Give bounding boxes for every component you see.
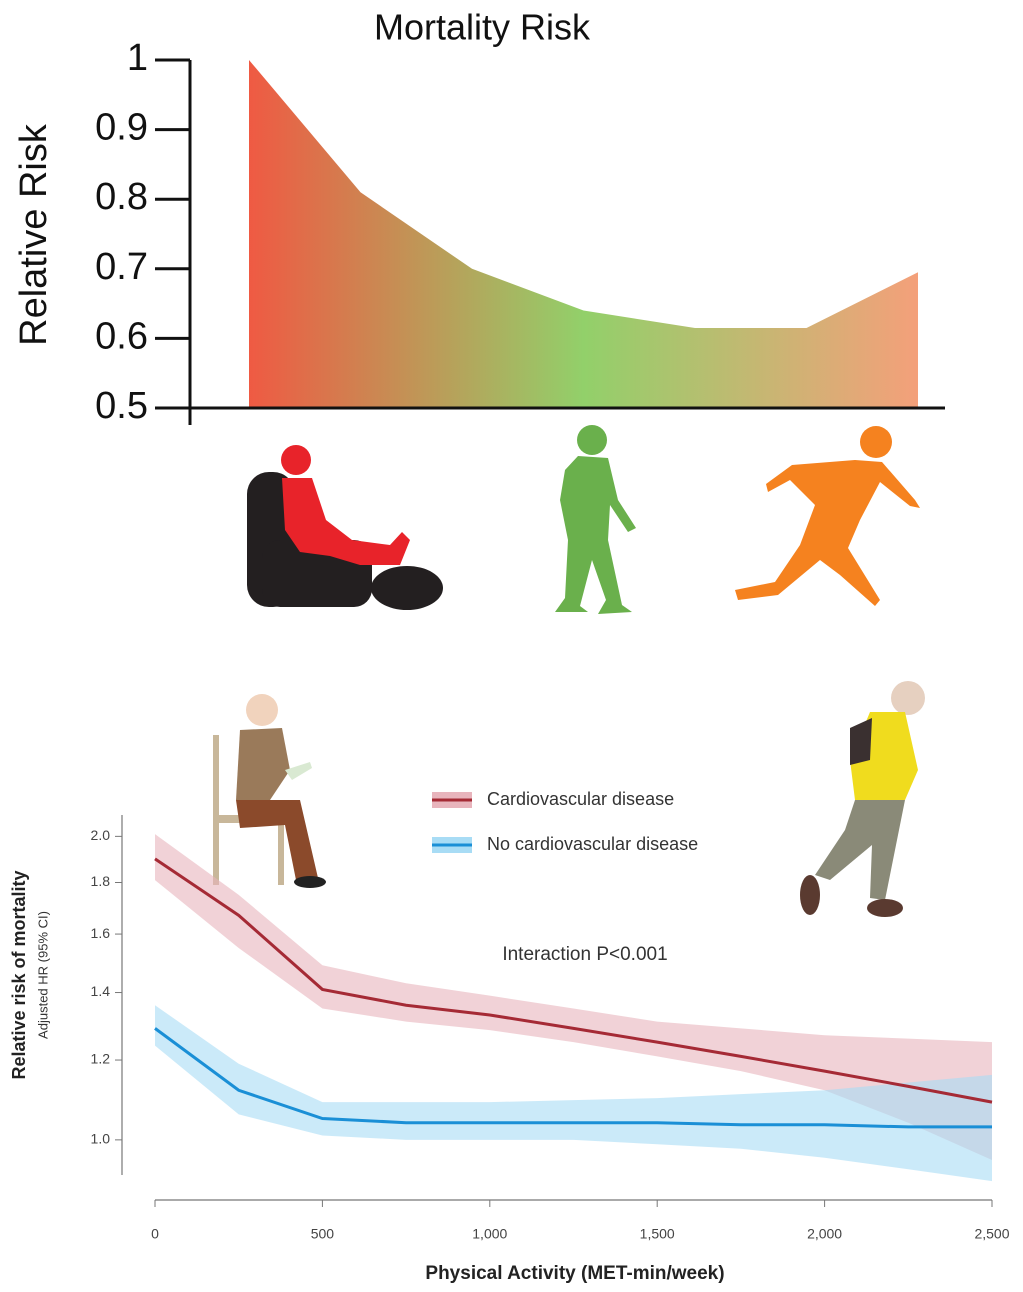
x-tick-label: 1,500 bbox=[640, 1226, 675, 1242]
y-tick-label: 1.4 bbox=[91, 983, 111, 999]
chart-title: Mortality Risk bbox=[374, 7, 591, 48]
y-tick-label: 0.9 bbox=[95, 107, 148, 149]
y-tick-label: 0.7 bbox=[95, 246, 148, 288]
sitting-icon bbox=[247, 445, 443, 610]
x-axis-label: Physical Activity (MET-min/week) bbox=[425, 1263, 724, 1284]
y-tick-label: 1.0 bbox=[91, 1131, 111, 1147]
y-tick-label: 1.2 bbox=[91, 1051, 111, 1067]
y-tick-label: 0.6 bbox=[95, 315, 148, 357]
legend-label: No cardiovascular disease bbox=[487, 834, 698, 854]
annotation: Interaction P<0.001 bbox=[502, 944, 667, 965]
legend-label: Cardiovascular disease bbox=[487, 789, 674, 809]
x-tick-label: 2,000 bbox=[807, 1226, 842, 1242]
walking-icon bbox=[555, 425, 636, 614]
y-tick-label: 1.6 bbox=[91, 925, 111, 941]
seated-man-icon bbox=[213, 694, 326, 888]
page: Mortality Risk Relative Risk Physical Ac… bbox=[0, 0, 1023, 1287]
y-tick-label: 2.0 bbox=[91, 827, 111, 843]
y-axis-label: Relative risk of mortality bbox=[9, 870, 29, 1079]
running-icon bbox=[735, 426, 920, 606]
y-tick-label: 0.8 bbox=[95, 176, 148, 218]
area bbox=[249, 60, 918, 408]
jogger-icon bbox=[800, 681, 925, 917]
y-tick-label: 0.5 bbox=[95, 385, 148, 427]
y-tick-label: 1 bbox=[127, 37, 148, 79]
x-tick-label: 2,500 bbox=[974, 1226, 1009, 1242]
y-tick-label: 1.8 bbox=[91, 873, 111, 889]
x-tick-label: 1,000 bbox=[472, 1226, 507, 1242]
x-tick-label: 0 bbox=[151, 1226, 159, 1242]
y-axis-label: Relative Risk bbox=[13, 123, 55, 346]
x-tick-label: 500 bbox=[311, 1226, 335, 1242]
y-axis-sublabel: Adjusted HR (95% CI) bbox=[35, 911, 50, 1039]
